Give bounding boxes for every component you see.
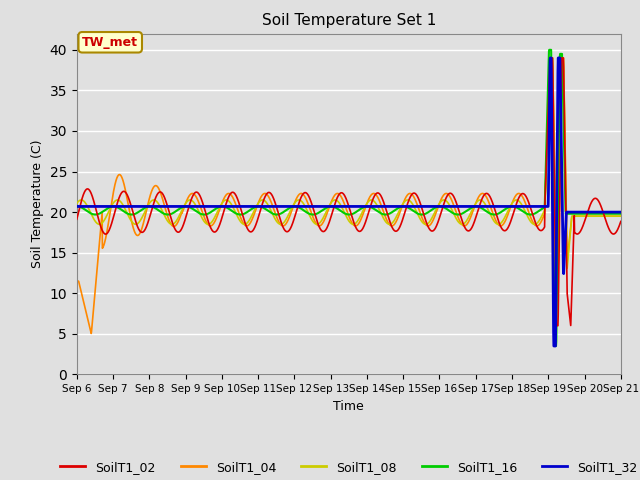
Y-axis label: Soil Temperature (C): Soil Temperature (C) bbox=[31, 140, 44, 268]
Title: Soil Temperature Set 1: Soil Temperature Set 1 bbox=[262, 13, 436, 28]
Legend: SoilT1_02, SoilT1_04, SoilT1_08, SoilT1_16, SoilT1_32: SoilT1_02, SoilT1_04, SoilT1_08, SoilT1_… bbox=[56, 456, 640, 479]
X-axis label: Time: Time bbox=[333, 400, 364, 413]
Text: TW_met: TW_met bbox=[83, 36, 138, 49]
